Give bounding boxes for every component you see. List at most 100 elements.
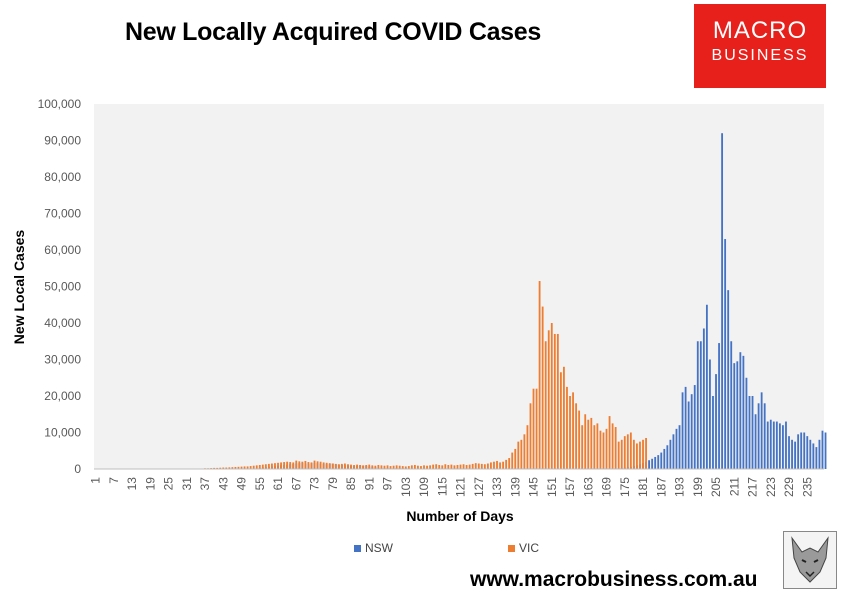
bar-vic	[505, 459, 508, 470]
x-tick-label: 79	[326, 477, 340, 491]
bar-nsw	[791, 439, 793, 469]
bar-vic	[581, 425, 584, 469]
bar-vic	[353, 464, 355, 469]
bar-nsw	[778, 423, 781, 470]
x-tick-label: 25	[162, 477, 176, 491]
bar-vic	[450, 464, 453, 469]
bar-vic	[538, 281, 541, 469]
x-tick-label: 115	[435, 477, 449, 496]
plot-area	[94, 104, 824, 469]
x-tick-label: 43	[216, 477, 230, 491]
bar-vic	[547, 330, 550, 469]
bar-nsw	[690, 394, 693, 469]
bar-vic	[331, 463, 334, 469]
x-tick-label: 103	[399, 477, 413, 497]
bar-vic	[350, 464, 352, 469]
bar-vic	[340, 463, 343, 469]
bar-nsw	[809, 439, 812, 469]
bar-vic	[420, 466, 422, 469]
x-tick-label: 163	[581, 477, 595, 497]
bar-vic	[544, 341, 547, 469]
x-tick-label: 151	[545, 477, 559, 497]
y-tick-label: 10,000	[44, 426, 81, 440]
y-tick-label: 50,000	[44, 280, 81, 294]
bar-vic	[410, 465, 413, 469]
bar-vic	[271, 463, 273, 469]
bar-vic	[520, 439, 523, 469]
bar-vic	[480, 463, 483, 469]
bar-vic	[267, 463, 270, 469]
x-tick-label: 127	[472, 477, 486, 497]
wolf-logo-icon	[783, 531, 837, 589]
bar-vic	[614, 427, 617, 469]
bar-vic	[316, 461, 319, 469]
bar-vic	[258, 464, 261, 469]
bar-vic	[441, 465, 444, 469]
bar-vic	[310, 462, 313, 469]
bar-vic	[617, 441, 620, 470]
y-tick-label: 90,000	[44, 134, 81, 148]
bar-vic	[599, 430, 602, 469]
bar-vic	[313, 460, 316, 469]
bar-nsw	[675, 428, 678, 469]
bar-vic	[359, 464, 362, 469]
bar-vic	[404, 466, 407, 469]
legend-item-nsw: NSW	[354, 541, 393, 555]
bar-nsw	[751, 396, 754, 469]
x-tick-label: 121	[454, 477, 468, 497]
x-tick-label: 157	[563, 477, 577, 497]
bar-nsw	[687, 401, 690, 469]
bar-vic	[459, 464, 462, 469]
bar-vic	[566, 386, 568, 470]
legend-label-vic: VIC	[519, 541, 540, 555]
bar-vic	[620, 439, 623, 469]
bar-vic	[605, 428, 608, 469]
x-tick-label: 211	[727, 477, 741, 496]
bar-nsw	[800, 432, 803, 469]
bar-vic	[572, 392, 574, 469]
bar-vic	[608, 416, 611, 469]
bar-nsw	[785, 421, 787, 469]
bar-vic	[334, 463, 337, 469]
bar-vic	[493, 461, 495, 469]
bar-vic	[444, 464, 447, 469]
bar-vic	[550, 323, 553, 469]
bar-vic	[377, 464, 380, 469]
y-tick-label: 80,000	[44, 170, 81, 184]
bar-vic	[371, 465, 374, 469]
bar-vic	[280, 462, 282, 469]
x-tick-label: 217	[746, 477, 760, 497]
bar-vic	[295, 460, 298, 469]
bar-vic	[368, 464, 371, 469]
bar-vic	[456, 464, 459, 469]
bar-vic	[225, 467, 228, 469]
bar-vic	[322, 462, 325, 469]
bar-vic	[642, 439, 644, 469]
x-tick-label: 13	[125, 477, 139, 491]
bar-nsw	[775, 421, 778, 469]
bar-nsw	[766, 421, 769, 469]
x-tick-label: 85	[344, 477, 358, 491]
bar-nsw	[754, 414, 757, 469]
bar-vic	[514, 448, 517, 469]
y-tick-label: 100,000	[38, 97, 82, 111]
bar-nsw	[772, 421, 775, 469]
bar-nsw	[657, 455, 660, 469]
bar-vic	[639, 441, 641, 470]
legend-label-nsw: NSW	[365, 541, 393, 555]
bar-vic	[578, 410, 581, 469]
bar-vic	[255, 465, 258, 469]
bar-vic	[553, 333, 556, 469]
bar-vic	[629, 432, 632, 469]
x-tick-label: 193	[673, 477, 687, 497]
bar-vic	[347, 464, 349, 469]
bar-vic	[417, 465, 419, 469]
bar-nsw	[797, 434, 800, 469]
bar-vic	[429, 465, 432, 469]
bar-vic	[636, 443, 638, 469]
legend-swatch-vic	[508, 545, 515, 552]
bar-vic	[222, 467, 225, 469]
bar-nsw	[660, 452, 663, 469]
y-tick-label: 60,000	[44, 243, 81, 257]
y-axis-label: New Local Cases	[11, 230, 27, 345]
